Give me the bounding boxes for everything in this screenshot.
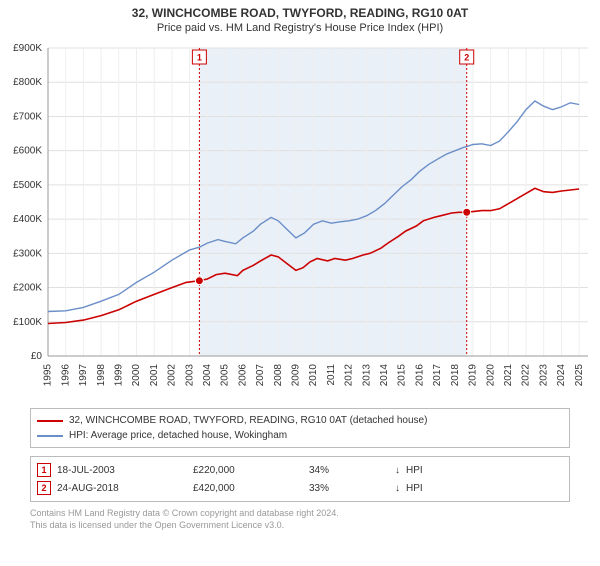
arrow-down-icon: ↓ [395,483,400,494]
svg-text:2023: 2023 [538,364,549,387]
svg-text:2013: 2013 [361,364,372,387]
footer-line-2: This data is licensed under the Open Gov… [30,520,570,532]
svg-text:£700K: £700K [13,111,42,122]
legend-item-property: 32, WINCHCOMBE ROAD, TWYFORD, READING, R… [37,413,563,428]
svg-text:2014: 2014 [379,364,390,387]
svg-text:2019: 2019 [468,364,479,387]
svg-text:1999: 1999 [113,364,124,387]
svg-text:2011: 2011 [326,364,337,386]
marker-chip: 2 [37,481,51,495]
svg-text:1997: 1997 [78,364,89,387]
svg-text:1998: 1998 [96,364,107,387]
svg-text:£500K: £500K [13,180,42,191]
svg-text:2006: 2006 [237,364,248,387]
footer-line-1: Contains HM Land Registry data © Crown c… [30,508,570,520]
transaction-row: 2 24-AUG-2018 £420,000 33% ↓ HPI [37,479,563,497]
svg-text:£400K: £400K [13,214,42,225]
svg-text:2007: 2007 [255,364,266,387]
transaction-row: 1 18-JUL-2003 £220,000 34% ↓ HPI [37,461,563,479]
svg-text:2018: 2018 [450,364,461,387]
svg-text:£600K: £600K [13,146,42,157]
svg-text:2002: 2002 [167,364,178,387]
legend: 32, WINCHCOMBE ROAD, TWYFORD, READING, R… [30,408,570,448]
transaction-table: 1 18-JUL-2003 £220,000 34% ↓ HPI 2 24-AUG-2018 £… [30,456,570,502]
legend-swatch-property [37,420,63,422]
svg-text:2021: 2021 [503,364,514,387]
tx-date: 18-JUL-2003 [57,465,187,476]
legend-label-hpi: HPI: Average price, detached house, Woki… [69,430,287,441]
svg-text:£300K: £300K [13,248,42,259]
tx-date: 24-AUG-2018 [57,483,187,494]
tx-price: £420,000 [193,483,303,494]
marker-chip: 1 [37,463,51,477]
svg-text:2022: 2022 [521,364,532,387]
svg-text:2: 2 [464,53,469,63]
svg-text:2008: 2008 [273,364,284,387]
tx-hpi-label: HPI [406,483,466,494]
svg-text:2017: 2017 [432,364,443,387]
svg-text:2000: 2000 [131,364,142,387]
svg-text:2010: 2010 [308,364,319,387]
svg-text:1995: 1995 [43,364,54,387]
chart-title: 32, WINCHCOMBE ROAD, TWYFORD, READING, R… [0,6,600,20]
svg-text:£200K: £200K [13,283,42,294]
legend-swatch-hpi [37,435,63,437]
svg-text:1996: 1996 [60,364,71,387]
svg-text:2016: 2016 [414,364,425,387]
chart-container: { "title": "32, WINCHCOMBE ROAD, TWYFORD… [0,6,600,566]
line-chart: £0 £100K £200K £300K £400K £500K £600K £700K £80… [0,40,600,400]
tx-hpi-label: HPI [406,465,466,476]
svg-text:£100K: £100K [13,317,42,328]
svg-text:2024: 2024 [556,364,567,387]
svg-text:£0: £0 [31,351,43,362]
footer: Contains HM Land Registry data © Crown c… [30,508,570,531]
arrow-down-icon: ↓ [395,465,400,476]
svg-text:1: 1 [197,53,202,63]
svg-text:2025: 2025 [574,364,585,387]
svg-text:2020: 2020 [485,364,496,387]
svg-text:2015: 2015 [397,364,408,387]
svg-text:2004: 2004 [202,364,213,387]
tx-price: £220,000 [193,465,303,476]
svg-text:2012: 2012 [344,364,355,387]
svg-text:2001: 2001 [149,364,160,387]
chart-subtitle: Price paid vs. HM Land Registry's House … [0,22,600,34]
svg-text:2005: 2005 [220,364,231,387]
svg-text:2003: 2003 [184,364,195,387]
tx-pct: 33% [309,483,389,494]
legend-item-hpi: HPI: Average price, detached house, Woki… [37,428,563,443]
svg-text:£800K: £800K [13,77,42,88]
svg-text:2009: 2009 [291,364,302,387]
svg-text:£900K: £900K [13,43,42,54]
tx-pct: 34% [309,465,389,476]
legend-label-property: 32, WINCHCOMBE ROAD, TWYFORD, READING, R… [69,415,427,426]
